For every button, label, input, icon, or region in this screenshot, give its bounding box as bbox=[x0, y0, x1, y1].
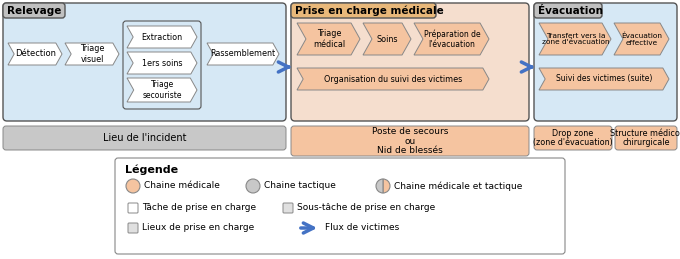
Text: Chaine médicale: Chaine médicale bbox=[144, 182, 220, 191]
Polygon shape bbox=[8, 43, 62, 65]
Text: Évacuation
effective: Évacuation effective bbox=[622, 32, 662, 46]
Polygon shape bbox=[614, 23, 669, 55]
FancyBboxPatch shape bbox=[291, 3, 529, 121]
FancyBboxPatch shape bbox=[3, 3, 286, 121]
Polygon shape bbox=[297, 68, 489, 90]
Polygon shape bbox=[414, 23, 489, 55]
FancyBboxPatch shape bbox=[291, 126, 529, 156]
Text: Lieux de prise en charge: Lieux de prise en charge bbox=[142, 224, 254, 233]
Text: Extraction: Extraction bbox=[141, 32, 183, 41]
Text: Sous-tâche de prise en charge: Sous-tâche de prise en charge bbox=[297, 204, 435, 212]
Text: Chaine tactique: Chaine tactique bbox=[264, 182, 336, 191]
Text: Préparation de
l'évacuation: Préparation de l'évacuation bbox=[424, 29, 480, 49]
Text: Poste de secours
ou
Nid de blessés: Poste de secours ou Nid de blessés bbox=[372, 127, 448, 155]
Polygon shape bbox=[539, 23, 611, 55]
Text: Soins: Soins bbox=[377, 34, 398, 44]
Text: Drop zone
(zone d'évacuation): Drop zone (zone d'évacuation) bbox=[533, 129, 613, 147]
FancyBboxPatch shape bbox=[128, 203, 138, 213]
Text: Suivi des victimes (suite): Suivi des victimes (suite) bbox=[556, 75, 653, 83]
Text: Triage
secouriste: Triage secouriste bbox=[143, 80, 182, 100]
FancyBboxPatch shape bbox=[3, 126, 286, 150]
FancyBboxPatch shape bbox=[615, 126, 677, 150]
Text: Structure médico-
chirurgicale: Structure médico- chirurgicale bbox=[609, 129, 680, 147]
Circle shape bbox=[246, 179, 260, 193]
Polygon shape bbox=[65, 43, 119, 65]
Text: Évacuation: Évacuation bbox=[538, 5, 603, 16]
Text: Triage
visuel: Triage visuel bbox=[80, 44, 105, 64]
Polygon shape bbox=[539, 68, 669, 90]
Text: Lieu de l'incident: Lieu de l'incident bbox=[103, 133, 186, 143]
FancyBboxPatch shape bbox=[534, 3, 677, 121]
Polygon shape bbox=[297, 23, 360, 55]
FancyBboxPatch shape bbox=[283, 203, 293, 213]
FancyBboxPatch shape bbox=[123, 21, 201, 109]
Wedge shape bbox=[383, 179, 390, 193]
Text: Rassemblement: Rassemblement bbox=[211, 49, 276, 59]
Text: 1ers soins: 1ers soins bbox=[142, 59, 182, 68]
Text: Détection: Détection bbox=[15, 49, 56, 59]
Text: Transfert vers la
zone d'évacuation: Transfert vers la zone d'évacuation bbox=[542, 32, 609, 46]
Circle shape bbox=[126, 179, 140, 193]
Text: Tâche de prise en charge: Tâche de prise en charge bbox=[142, 204, 256, 212]
FancyBboxPatch shape bbox=[3, 3, 65, 18]
Text: Légende: Légende bbox=[125, 165, 178, 175]
FancyBboxPatch shape bbox=[534, 3, 602, 18]
Polygon shape bbox=[207, 43, 279, 65]
FancyBboxPatch shape bbox=[534, 126, 612, 150]
Text: Flux de victimes: Flux de victimes bbox=[325, 224, 399, 233]
Polygon shape bbox=[127, 52, 197, 74]
FancyBboxPatch shape bbox=[115, 158, 565, 254]
FancyBboxPatch shape bbox=[291, 3, 436, 18]
Polygon shape bbox=[127, 26, 197, 48]
Polygon shape bbox=[363, 23, 411, 55]
Polygon shape bbox=[127, 78, 197, 102]
Text: Chaine médicale et tactique: Chaine médicale et tactique bbox=[394, 181, 522, 191]
Wedge shape bbox=[376, 179, 383, 193]
Text: Relevage: Relevage bbox=[7, 5, 61, 16]
Text: Organisation du suivi des victimes: Organisation du suivi des victimes bbox=[324, 75, 462, 83]
FancyBboxPatch shape bbox=[128, 223, 138, 233]
Text: Prise en charge médicale: Prise en charge médicale bbox=[295, 5, 444, 16]
Text: Triage
médical: Triage médical bbox=[313, 29, 345, 49]
